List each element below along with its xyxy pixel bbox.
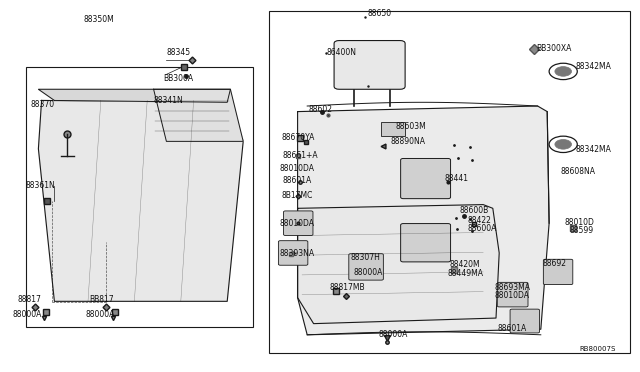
FancyBboxPatch shape — [334, 41, 405, 89]
FancyBboxPatch shape — [497, 282, 528, 307]
Text: 88342MA: 88342MA — [576, 145, 612, 154]
FancyBboxPatch shape — [543, 259, 573, 285]
Text: 88345: 88345 — [166, 48, 191, 57]
Text: 88601A: 88601A — [498, 324, 527, 333]
Text: BB817: BB817 — [90, 295, 114, 304]
Text: 88350M: 88350M — [83, 15, 114, 24]
Text: 88010DA: 88010DA — [279, 164, 314, 173]
Text: 88000A: 88000A — [353, 268, 383, 277]
Text: 88603M: 88603M — [396, 122, 426, 131]
Text: 88370: 88370 — [31, 100, 55, 109]
Text: 88361N: 88361N — [26, 182, 55, 190]
Text: 88650: 88650 — [368, 9, 392, 17]
Text: 88000A: 88000A — [13, 310, 42, 319]
Text: 88449MA: 88449MA — [448, 269, 484, 278]
Bar — [381, 122, 405, 136]
FancyBboxPatch shape — [278, 241, 308, 265]
Text: BB300A: BB300A — [163, 74, 193, 83]
Text: 88010DA: 88010DA — [279, 219, 314, 228]
Text: 88341N: 88341N — [154, 96, 183, 105]
Bar — [26, 67, 253, 327]
FancyBboxPatch shape — [284, 211, 313, 235]
Text: 88600B: 88600B — [460, 206, 489, 215]
Polygon shape — [38, 100, 243, 301]
Circle shape — [555, 140, 572, 149]
Text: 88601A: 88601A — [282, 176, 312, 185]
Polygon shape — [298, 106, 549, 335]
Text: 88890NA: 88890NA — [390, 137, 426, 146]
FancyBboxPatch shape — [401, 158, 451, 199]
Text: 88307H: 88307H — [351, 253, 381, 262]
Text: 88670YA: 88670YA — [282, 133, 315, 142]
FancyBboxPatch shape — [349, 254, 383, 280]
Text: 88422: 88422 — [467, 216, 491, 225]
Polygon shape — [298, 205, 499, 324]
Text: 88420M: 88420M — [450, 260, 481, 269]
Text: 88661+A: 88661+A — [283, 151, 319, 160]
Text: 88000A: 88000A — [85, 310, 115, 319]
Text: 88692: 88692 — [543, 259, 567, 268]
Text: 88010DA: 88010DA — [494, 291, 529, 300]
Text: 8B17MC: 8B17MC — [282, 191, 313, 200]
Polygon shape — [38, 89, 230, 102]
Text: 88608NA: 88608NA — [561, 167, 596, 176]
Text: RB80007S: RB80007S — [579, 346, 616, 352]
Bar — [269, 11, 630, 353]
Text: 88817MB: 88817MB — [330, 283, 365, 292]
Text: 88393NA: 88393NA — [279, 249, 314, 258]
FancyBboxPatch shape — [401, 224, 451, 262]
Text: 88010D: 88010D — [564, 218, 595, 227]
Text: 88817: 88817 — [17, 295, 41, 304]
Polygon shape — [154, 89, 243, 141]
Text: 88600A: 88600A — [467, 224, 497, 233]
Text: 88693MA: 88693MA — [494, 283, 530, 292]
FancyBboxPatch shape — [510, 309, 540, 333]
Text: 88602: 88602 — [308, 105, 333, 114]
Text: BB300XA: BB300XA — [536, 44, 572, 53]
Text: 86400N: 86400N — [326, 48, 356, 57]
Text: 88441: 88441 — [444, 174, 468, 183]
Text: 88599: 88599 — [570, 226, 594, 235]
Text: 88000A: 88000A — [379, 330, 408, 339]
Text: 88342MA: 88342MA — [576, 62, 612, 71]
Circle shape — [555, 67, 572, 76]
